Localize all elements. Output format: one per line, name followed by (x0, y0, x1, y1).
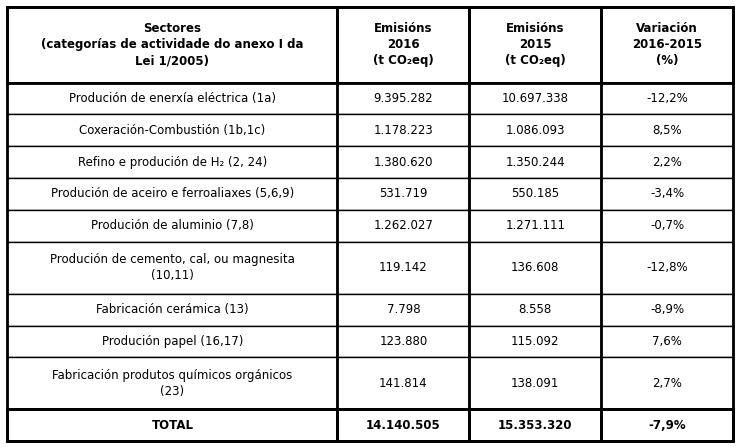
Text: -0,7%: -0,7% (650, 219, 684, 232)
Bar (469, 83, 602, 115)
Bar (337, 146, 469, 178)
Bar (7, 358, 337, 409)
Text: Fabricación cerámica (13): Fabricación cerámica (13) (96, 303, 249, 316)
Text: Variación
2016-2015
(%): Variación 2016-2015 (%) (632, 22, 702, 67)
Text: 141.814: 141.814 (379, 377, 428, 390)
Bar (469, 210, 602, 241)
Bar (469, 146, 602, 178)
Bar (602, 115, 733, 146)
Text: -12,8%: -12,8% (646, 261, 687, 274)
Bar (7, 115, 337, 146)
Text: Emisións
2016
(t CO₂eq): Emisións 2016 (t CO₂eq) (373, 22, 434, 67)
Bar (7, 178, 337, 210)
Bar (337, 294, 469, 326)
Text: Refino e produción de H₂ (2, 24): Refino e produción de H₂ (2, 24) (78, 155, 267, 169)
Bar (602, 178, 733, 210)
Bar (337, 7, 469, 83)
Text: -7,9%: -7,9% (648, 419, 686, 432)
Text: 10.697.338: 10.697.338 (502, 92, 569, 105)
Text: 138.091: 138.091 (511, 377, 559, 390)
Bar (337, 115, 469, 146)
Text: 115.092: 115.092 (511, 335, 559, 348)
Bar (469, 358, 602, 409)
Text: 531.719: 531.719 (379, 187, 428, 200)
Bar (602, 358, 733, 409)
Text: 8.558: 8.558 (519, 303, 552, 316)
Bar (7, 409, 337, 441)
Text: Produción papel (16,17): Produción papel (16,17) (101, 335, 243, 348)
Text: -3,4%: -3,4% (650, 187, 684, 200)
Bar (602, 409, 733, 441)
Text: Produción de aceiro e ferroaliaxes (5,6,9): Produción de aceiro e ferroaliaxes (5,6,… (51, 187, 294, 200)
Bar (337, 178, 469, 210)
Text: 2,2%: 2,2% (652, 155, 682, 169)
Bar (602, 210, 733, 241)
Text: Emisións
2015
(t CO₂eq): Emisións 2015 (t CO₂eq) (505, 22, 565, 67)
Bar (337, 241, 469, 294)
Bar (602, 241, 733, 294)
Bar (602, 7, 733, 83)
Text: 15.353.320: 15.353.320 (498, 419, 573, 432)
Text: 14.140.505: 14.140.505 (366, 419, 441, 432)
Text: 119.142: 119.142 (379, 261, 428, 274)
Bar (7, 83, 337, 115)
Bar (469, 409, 602, 441)
Text: 1.086.093: 1.086.093 (505, 124, 565, 137)
Bar (7, 241, 337, 294)
Bar (602, 146, 733, 178)
Text: 123.880: 123.880 (379, 335, 428, 348)
Text: Coxeración-Combustión (1b,1c): Coxeración-Combustión (1b,1c) (79, 124, 266, 137)
Text: 550.185: 550.185 (511, 187, 559, 200)
Text: 1.178.223: 1.178.223 (374, 124, 433, 137)
Bar (469, 178, 602, 210)
Text: 7.798: 7.798 (386, 303, 420, 316)
Bar (602, 83, 733, 115)
Text: 1.262.027: 1.262.027 (374, 219, 434, 232)
Text: Produción de aluminio (7,8): Produción de aluminio (7,8) (91, 219, 254, 232)
Bar (337, 83, 469, 115)
Text: 8,5%: 8,5% (652, 124, 682, 137)
Text: 1.271.111: 1.271.111 (505, 219, 565, 232)
Bar (469, 294, 602, 326)
Text: -12,2%: -12,2% (646, 92, 688, 105)
Text: Produción de enerxía eléctrica (1a): Produción de enerxía eléctrica (1a) (69, 92, 276, 105)
Text: 1.380.620: 1.380.620 (374, 155, 433, 169)
Bar (7, 146, 337, 178)
Text: TOTAL: TOTAL (152, 419, 193, 432)
Bar (602, 326, 733, 358)
Text: 7,6%: 7,6% (652, 335, 682, 348)
Text: 2,7%: 2,7% (652, 377, 682, 390)
Bar (7, 326, 337, 358)
Text: Sectores
(categorías de actividade do anexo I da
Lei 1/2005): Sectores (categorías de actividade do an… (41, 22, 303, 67)
Bar (337, 358, 469, 409)
Bar (469, 7, 602, 83)
Text: -8,9%: -8,9% (650, 303, 684, 316)
Text: Produción de cemento, cal, ou magnesita
(10,11): Produción de cemento, cal, ou magnesita … (50, 253, 295, 282)
Bar (469, 326, 602, 358)
Bar (337, 326, 469, 358)
Bar (337, 409, 469, 441)
Bar (7, 294, 337, 326)
Bar (469, 241, 602, 294)
Text: 1.350.244: 1.350.244 (505, 155, 565, 169)
Text: Fabricación produtos químicos orgánicos
(23): Fabricación produtos químicos orgánicos … (53, 369, 292, 398)
Bar (602, 294, 733, 326)
Bar (7, 7, 337, 83)
Bar (469, 115, 602, 146)
Bar (7, 210, 337, 241)
Bar (337, 210, 469, 241)
Text: 136.608: 136.608 (511, 261, 559, 274)
Text: 9.395.282: 9.395.282 (374, 92, 433, 105)
